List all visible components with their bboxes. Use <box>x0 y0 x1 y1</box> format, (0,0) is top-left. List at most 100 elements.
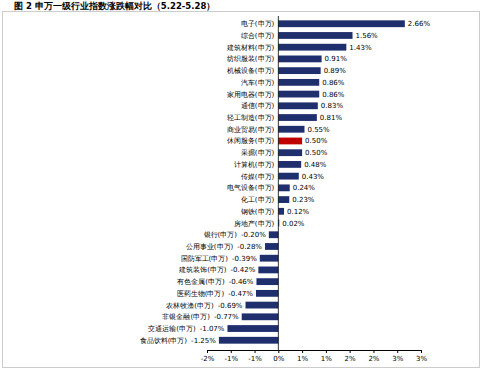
bar <box>278 161 301 168</box>
x-tick: 3% <box>392 350 403 363</box>
category-label: 家用电器(申万) <box>227 91 275 99</box>
x-tick: 2% <box>368 350 379 363</box>
category-label: 纺织服装(申万) <box>227 55 275 63</box>
bar <box>278 56 321 63</box>
x-tick: -1% <box>248 350 262 363</box>
category-label: 银行(申万) <box>203 231 238 239</box>
category-label: 有色金属(申万) <box>177 278 225 286</box>
bars <box>219 20 405 343</box>
x-axis: -2% -1% -1% 0% 1% 1% 2% 2% 3% 3% <box>201 350 428 363</box>
category-label: 综合(申万) <box>241 32 275 40</box>
bar <box>278 138 302 145</box>
bar <box>278 102 317 109</box>
x-tick-mark <box>397 350 398 353</box>
category-axis-line <box>278 16 279 350</box>
labels: 2.66%电子(申万)1.56%综合(申万)1.43%建筑材料(申万)0.91%… <box>140 20 431 345</box>
category-label: 电气设备(申万) <box>227 184 275 192</box>
category-label: 交通运输(申万) <box>148 325 196 333</box>
x-tick-label: -1% <box>224 355 238 363</box>
bar <box>278 196 289 203</box>
data-label: 0.12% <box>287 208 310 216</box>
data-label: -0.42% <box>231 266 256 274</box>
bar <box>219 337 278 344</box>
x-tick-mark <box>302 350 303 353</box>
category-label: 采掘(申万) <box>241 149 275 157</box>
data-label: 0.86% <box>322 91 345 99</box>
x-tick-label: 2% <box>345 355 356 363</box>
data-label: -0.69% <box>218 302 243 310</box>
x-tick-mark <box>231 350 232 353</box>
category-label: 房地产(申万) <box>234 220 275 228</box>
data-label: 0.83% <box>321 102 344 110</box>
bar <box>265 243 278 250</box>
bar <box>278 91 319 98</box>
category-label: 钢铁(申万) <box>240 208 275 216</box>
data-label: 0.43% <box>302 173 325 181</box>
x-tick-mark <box>255 350 256 353</box>
x-tick-label: -2% <box>201 355 215 363</box>
category-label: 计算机(申万) <box>234 161 275 169</box>
x-axis-line <box>208 351 422 354</box>
category-label: 食品饮料(申万) <box>140 337 188 345</box>
data-label: -0.28% <box>237 243 262 251</box>
data-label: -0.47% <box>228 290 253 298</box>
x-tick: 0% <box>273 350 284 363</box>
x-tick: -1% <box>224 350 238 363</box>
x-tick-mark <box>278 350 279 353</box>
bar <box>278 32 352 39</box>
bar <box>278 208 284 215</box>
bar <box>258 267 278 274</box>
bar <box>242 313 279 320</box>
chart: 图 2 申万一级行业指数涨跌幅对比（5.22-5.28）2.66%电子(申万)1… <box>0 0 482 370</box>
bar <box>256 290 278 297</box>
data-label: -0.39% <box>232 255 257 263</box>
x-tick-mark <box>421 350 422 353</box>
data-label: 0.23% <box>292 196 315 204</box>
x-tick-label: 0% <box>273 355 284 363</box>
data-label: -0.46% <box>229 278 254 286</box>
category-label: 传媒(申万) <box>241 173 275 181</box>
category-label: 医药生物(申万) <box>177 290 225 298</box>
data-label: 0.89% <box>324 67 347 75</box>
bar <box>260 255 279 262</box>
data-label: -0.20% <box>241 231 266 239</box>
category-label: 轻工制造(申万) <box>227 114 275 122</box>
data-label: 0.81% <box>320 114 343 122</box>
x-tick-label: -1% <box>248 355 262 363</box>
category-label: 国防军工(申万) <box>181 255 229 263</box>
x-tick: -2% <box>201 350 215 363</box>
x-tick-label: 3% <box>416 355 427 363</box>
bar <box>278 67 320 74</box>
bar <box>278 173 298 180</box>
category-label: 通信(申万) <box>241 102 275 110</box>
frame <box>3 12 480 368</box>
x-tick: 1% <box>297 350 308 363</box>
x-tick-label: 2% <box>368 355 379 363</box>
bar <box>256 278 278 285</box>
category-label: 非银金融(申万) <box>162 313 210 321</box>
data-label: 1.56% <box>356 32 379 40</box>
data-label: 0.91% <box>325 55 348 63</box>
x-tick-mark <box>207 350 208 353</box>
data-label: 0.86% <box>322 79 345 87</box>
x-tick-label: 3% <box>392 355 403 363</box>
bar <box>278 79 319 86</box>
bar <box>278 44 346 51</box>
data-label: 0.02% <box>282 220 305 228</box>
category-label: 商业贸易(申万) <box>227 126 275 134</box>
category-label: 农林牧渔(申万) <box>166 302 214 310</box>
data-label: 2.66% <box>408 20 431 28</box>
bar <box>278 114 317 121</box>
data-label: -1.25% <box>191 337 216 345</box>
category-label: 建筑材料(申万) <box>226 44 275 52</box>
category-label: 汽车(申万) <box>241 79 275 87</box>
data-label: 0.50% <box>305 149 328 157</box>
x-tick: 1% <box>321 350 332 363</box>
bar <box>278 184 289 191</box>
x-tick-mark <box>350 350 351 353</box>
data-label: 0.50% <box>305 137 328 145</box>
category-label: 电子(申万) <box>241 20 275 28</box>
x-tick: 2% <box>345 350 356 363</box>
data-label: 0.48% <box>304 161 327 169</box>
x-tick-mark <box>373 350 374 353</box>
